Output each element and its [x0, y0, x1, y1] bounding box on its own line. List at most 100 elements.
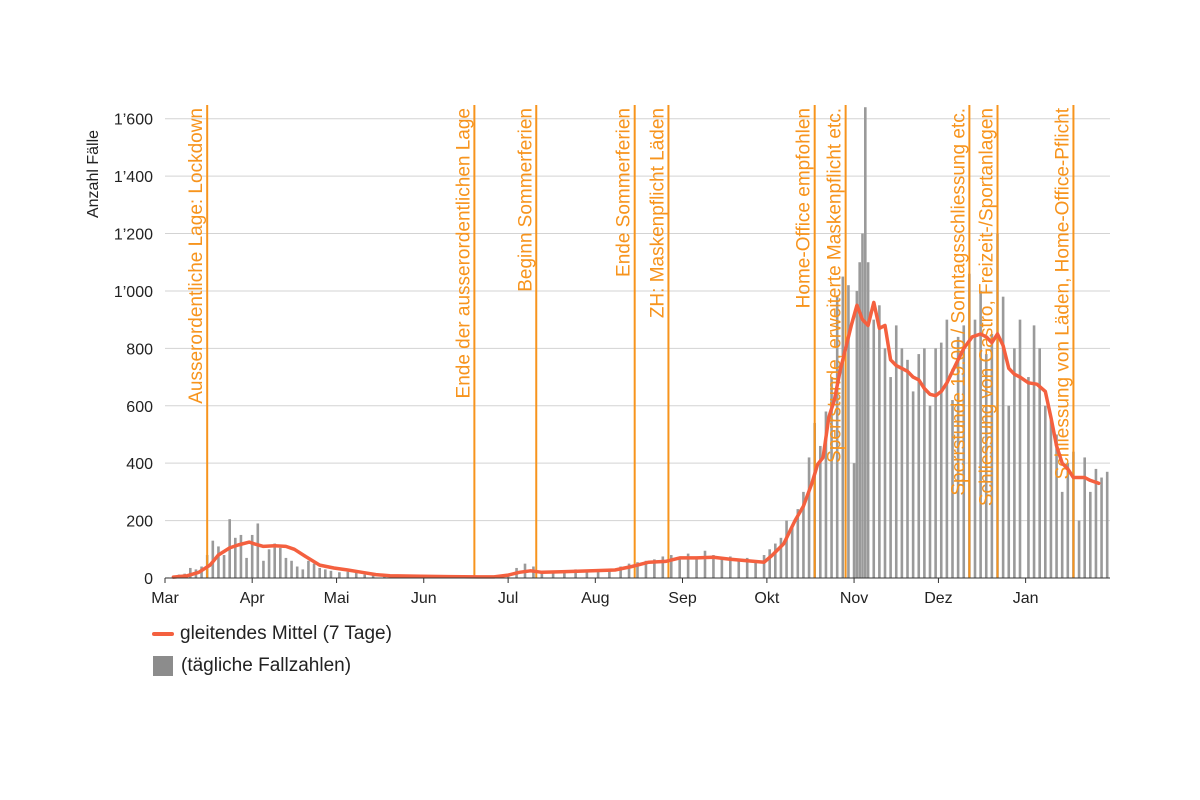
- daily-case-bar: [250, 534, 254, 578]
- legend: gleitendes Mittel (7 Tage) (tägliche Fal…: [152, 618, 392, 682]
- daily-case-bar: [852, 463, 856, 578]
- x-tick-label: Apr: [240, 590, 266, 607]
- x-tick-label: Jun: [411, 590, 437, 607]
- daily-case-bar: [222, 555, 226, 578]
- daily-case-bar: [234, 537, 237, 578]
- daily-case-bar: [830, 377, 833, 578]
- daily-case-bar: [1094, 468, 1098, 578]
- daily-case-bar: [1001, 296, 1005, 578]
- daily-case-bar: [596, 569, 600, 578]
- daily-case-bar: [346, 571, 350, 578]
- event-label: Schliessung von Gastro, Freizeit-/Sporta…: [977, 108, 998, 506]
- daily-case-bar: [861, 233, 864, 578]
- event-label: Ausserordentliche Lage: Lockdown: [186, 108, 207, 404]
- x-tick-label: Sep: [668, 590, 697, 607]
- daily-case-bar: [1044, 405, 1047, 578]
- daily-case-bar: [585, 570, 589, 578]
- daily-case-bar: [762, 555, 766, 578]
- daily-case-bar: [729, 556, 732, 578]
- daily-case-bar: [329, 570, 333, 578]
- daily-case-bar: [290, 560, 293, 578]
- daily-case-bar: [644, 560, 648, 578]
- daily-case-bar: [878, 305, 881, 578]
- legend-item-moving-average: gleitendes Mittel (7 Tage): [152, 618, 392, 650]
- daily-case-bar: [939, 342, 943, 578]
- daily-case-bar: [563, 570, 566, 578]
- x-tick-label: Mar: [151, 590, 179, 607]
- daily-case-bar: [979, 290, 982, 578]
- daily-case-bar: [956, 336, 960, 578]
- daily-case-bar: [841, 276, 845, 578]
- daily-case-bar: [273, 543, 276, 578]
- event-label: Home-Office empfohlen: [794, 108, 815, 308]
- daily-case-bar: [284, 557, 288, 578]
- daily-case-bar: [245, 557, 248, 578]
- daily-case-bar: [900, 348, 904, 578]
- daily-case-bar: [802, 491, 805, 578]
- y-tick-label: 600: [126, 399, 153, 416]
- daily-case-bar: [866, 262, 870, 578]
- daily-case-bar: [301, 569, 305, 578]
- daily-case-bar: [653, 559, 656, 578]
- daily-case-bar: [1066, 463, 1070, 578]
- daily-case-bar: [295, 566, 299, 578]
- daily-case-bar: [928, 405, 932, 578]
- daily-case-bar: [189, 567, 192, 578]
- daily-case-bar: [945, 319, 949, 578]
- x-tick-label: Okt: [754, 590, 779, 607]
- daily-case-bar: [574, 569, 577, 578]
- y-tick-label: 1’400: [114, 169, 153, 186]
- daily-case-bar: [695, 556, 698, 578]
- daily-case-bar: [1055, 434, 1058, 578]
- daily-case-bar: [858, 262, 861, 578]
- y-tick-label: 800: [126, 341, 153, 358]
- x-tick-label: Mai: [324, 590, 350, 607]
- daily-case-bar: [267, 549, 271, 578]
- daily-case-bar: [1049, 420, 1053, 578]
- legend-label-moving-average: gleitendes Mittel (7 Tage): [180, 623, 392, 644]
- daily-case-bar: [883, 348, 887, 578]
- daily-case-bar: [768, 549, 771, 578]
- event-markers: Ausserordentliche Lage: Lockdown Ende der…: [186, 105, 1075, 578]
- daily-case-bar: [371, 575, 375, 578]
- daily-case-bar: [712, 555, 715, 578]
- daily-case-bar: [279, 547, 282, 578]
- daily-case-bar: [1007, 405, 1011, 578]
- daily-case-bar: [754, 562, 757, 578]
- daily-case-bar: [847, 285, 850, 578]
- daily-case-bar: [889, 377, 892, 578]
- event-label: Beginn Sommerferien: [515, 108, 536, 292]
- daily-case-bar: [951, 400, 954, 578]
- y-tick-label: 1’200: [114, 227, 153, 244]
- daily-case-bar: [363, 574, 366, 578]
- daily-case-bar: [661, 556, 665, 578]
- axes: 0 200 400 600 800 1’000 1’200 1’400 1’600 Anzahl …: [85, 112, 1110, 607]
- daily-case-bar: [354, 572, 358, 578]
- daily-case-bar: [627, 563, 631, 578]
- daily-case-bar: [737, 560, 741, 578]
- daily-case-bar: [678, 557, 681, 578]
- daily-case-bar: [990, 334, 994, 578]
- y-axis-title: Anzahl Fälle: [85, 130, 102, 218]
- daily-case-bar: [1105, 471, 1109, 578]
- daily-case-bar: [824, 411, 828, 578]
- x-tick-label: Nov: [840, 590, 868, 607]
- y-tick-label: 1’600: [114, 112, 153, 129]
- y-tick-label: 1’000: [114, 284, 153, 301]
- daily-case-bar: [973, 319, 977, 578]
- x-tick-label: Dez: [924, 590, 952, 607]
- daily-case-bar: [796, 509, 800, 578]
- daily-case-bar: [819, 445, 822, 578]
- daily-case-bar: [1018, 319, 1022, 578]
- daily-case-bar: [256, 523, 260, 578]
- daily-case-bar: [894, 325, 898, 578]
- daily-case-bar: [807, 457, 811, 578]
- daily-case-bar: [790, 526, 794, 578]
- daily-case-bar: [835, 296, 839, 578]
- daily-case-bar: [779, 537, 783, 578]
- daily-case-bar: [1089, 491, 1092, 578]
- moving-average-line: [171, 300, 1101, 579]
- event-label: Ende Sommerferien: [614, 108, 635, 277]
- event-label: Ende der ausserordentlichen Lage: [453, 108, 474, 398]
